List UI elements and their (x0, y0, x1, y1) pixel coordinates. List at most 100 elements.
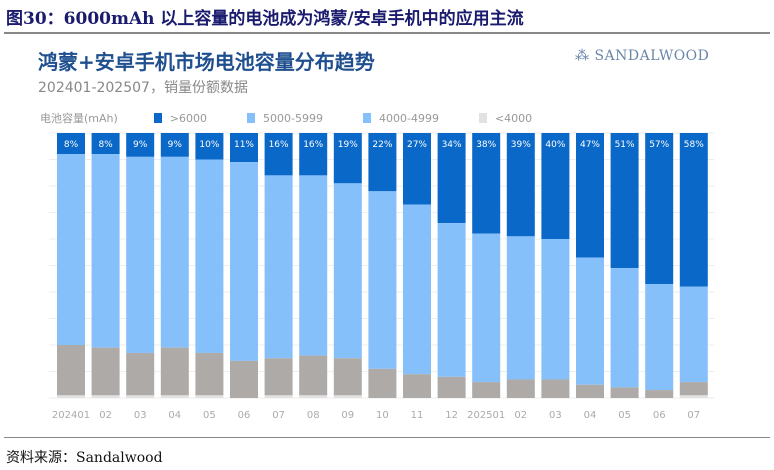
legend-swatch (247, 113, 256, 123)
x-tick-label: 202401 (52, 410, 90, 421)
data-label: 16% (269, 140, 289, 150)
data-label: 10% (199, 140, 219, 150)
bar-segment (472, 233, 501, 383)
bar-segment (195, 159, 224, 353)
bar-segment (160, 156, 189, 348)
bar-segment (333, 358, 362, 396)
chart-title: 鸿蒙+安卓手机市场电池容量分布趋势 (38, 50, 375, 74)
bar-segment (91, 347, 120, 396)
bar-segment (645, 390, 674, 398)
data-label: 57% (649, 140, 669, 150)
bar-segment (333, 395, 362, 398)
bar-segment (541, 133, 570, 239)
data-label: 22% (372, 140, 392, 150)
bar-segment (506, 236, 535, 380)
bar-segment (645, 284, 674, 391)
bar-segment (91, 395, 120, 398)
bar-segment (195, 352, 224, 396)
bar-segment (541, 239, 570, 380)
bar-segment (57, 345, 85, 396)
bar-segment (472, 133, 501, 234)
bar-segment (299, 175, 328, 356)
bar-segment (160, 395, 189, 398)
bar-segment (472, 382, 501, 398)
brand-logo: ⁂ SANDALWOOD (575, 48, 709, 64)
bar-segment (403, 133, 431, 205)
legend-item: >6000 (153, 111, 208, 125)
legend-label: 5000-5999 (263, 111, 323, 125)
legend-item: <4000 (478, 112, 532, 125)
data-label: 8% (98, 140, 113, 150)
data-label: 19% (338, 140, 358, 150)
legend-label: >6000 (169, 111, 208, 125)
bar-segment (679, 382, 708, 396)
legend-label: 4000-4999 (378, 111, 439, 125)
bar-segment (368, 133, 397, 192)
bottom-divider (4, 437, 770, 438)
x-tick-label: 05 (618, 410, 631, 421)
x-tick-label: 04 (584, 410, 597, 421)
bar-segment (57, 133, 85, 155)
data-label: 40% (545, 140, 565, 150)
bar-segment (610, 268, 639, 388)
legend-item: 4000-4999 (362, 111, 439, 125)
x-tick-label: 202501 (467, 410, 505, 421)
brand-name: SANDALWOOD (594, 48, 710, 64)
top-divider (4, 32, 770, 34)
bar-segment (91, 133, 120, 155)
legend-swatch (362, 113, 371, 123)
x-tick-label: 06 (238, 410, 251, 421)
bar-segment (333, 183, 362, 359)
bar-segment (437, 133, 466, 224)
x-tick-label: 09 (341, 410, 354, 421)
data-label: 39% (511, 140, 531, 150)
bar-segment (264, 395, 293, 398)
bar-segment (195, 133, 224, 160)
bar-segment (333, 133, 362, 184)
bar-segment (679, 286, 708, 383)
bar-segment (264, 358, 293, 396)
bar-segment (437, 223, 466, 377)
x-tick-label: 04 (168, 410, 181, 421)
bar-segment (230, 360, 258, 398)
bar-segment (299, 355, 328, 396)
bar-segment (160, 133, 189, 157)
x-tick-label: 11 (411, 410, 424, 421)
bar-segment (57, 395, 85, 398)
bar-segment (299, 133, 328, 176)
bar-segment (126, 395, 155, 398)
x-tick-label: 05 (203, 410, 216, 421)
legend-swatch (153, 113, 162, 123)
bar-segment (576, 133, 604, 258)
bar-segment (230, 162, 258, 361)
bar-segment (576, 384, 604, 398)
bar-segment (126, 352, 155, 396)
x-tick-label: 07 (687, 410, 700, 421)
bar-segment (576, 257, 604, 385)
x-tick-label: 03 (134, 410, 147, 421)
data-label: 8% (64, 140, 79, 150)
figure-title: 图30：6000mAh 以上容量的电池成为鸿蒙/安卓手机中的应用主流 (6, 9, 524, 29)
bar-segment (264, 133, 293, 176)
data-label: 11% (234, 140, 254, 150)
x-tick-label: 07 (272, 410, 285, 421)
bar-segment (264, 175, 293, 359)
x-tick-label: 06 (653, 410, 666, 421)
bar-segment (160, 347, 189, 396)
bar-segment (126, 156, 155, 353)
x-tick-label: 12 (445, 410, 458, 421)
legend-item: 5000-5999 (247, 112, 323, 125)
x-tick-label: 03 (549, 410, 562, 421)
data-label: 9% (168, 140, 183, 150)
data-label: 27% (407, 140, 427, 150)
bar-segment (126, 133, 155, 157)
bar-segment (610, 133, 639, 269)
data-label: 16% (303, 140, 323, 150)
data-label: 34% (442, 140, 462, 150)
legend-title: 电池容量(mAh) (40, 112, 118, 125)
bar-segment (403, 374, 431, 398)
bar-segment (437, 376, 466, 398)
bar-segment (610, 387, 639, 398)
x-tick-label: 08 (307, 410, 320, 421)
